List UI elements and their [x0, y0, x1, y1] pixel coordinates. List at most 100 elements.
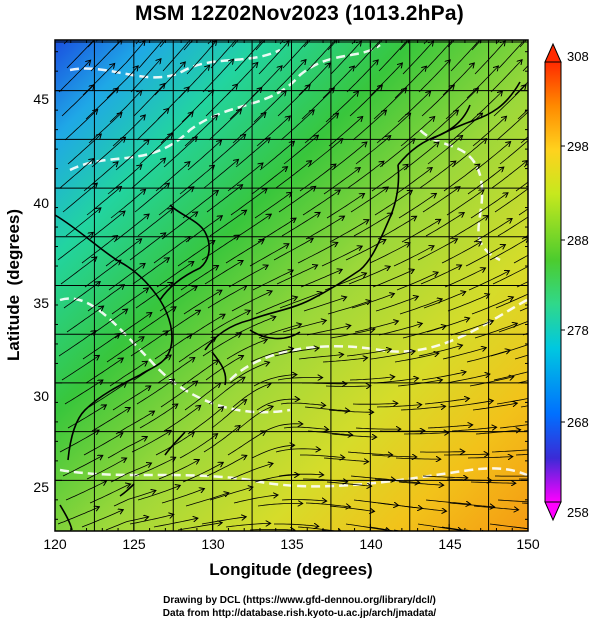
- streamline: [403, 142, 439, 171]
- streamline: [351, 40, 357, 45]
- streamline: [307, 430, 353, 435]
- streamline: [114, 313, 152, 339]
- streamline: [393, 246, 434, 267]
- streamline: [495, 293, 528, 309]
- streamline: [514, 354, 528, 360]
- streamline: [105, 517, 149, 531]
- streamline: [376, 405, 422, 407]
- streamline: [490, 344, 528, 357]
- streamline: [161, 212, 198, 240]
- streamline: [211, 400, 247, 429]
- streamline: [251, 445, 295, 459]
- streamline: [329, 220, 369, 243]
- streamline: [305, 502, 351, 507]
- streamline: [423, 292, 466, 309]
- streamline: [67, 405, 106, 429]
- streamline: [447, 40, 455, 48]
- streamline: [179, 434, 218, 459]
- streamline: [375, 40, 383, 48]
- streamline: [57, 232, 93, 261]
- streamline: [231, 40, 239, 48]
- streamline: [235, 406, 273, 432]
- streamline: [67, 134, 101, 165]
- streamline: [304, 406, 350, 411]
- streamline: [107, 165, 142, 195]
- streamline: [465, 245, 505, 267]
- streamline: [418, 60, 450, 93]
- streamline: [396, 272, 438, 291]
- streamline: [209, 210, 247, 237]
- streamline: [401, 505, 447, 511]
- streamline: [298, 354, 344, 360]
- streamline: [374, 478, 420, 483]
- streamline: [513, 526, 528, 530]
- axis-ticks: [54, 40, 529, 531]
- streamline: [394, 353, 439, 363]
- streamline: [494, 186, 528, 213]
- streamline: [115, 411, 155, 435]
- streamline: [256, 399, 300, 411]
- streamline: [163, 405, 201, 432]
- streamline: [466, 66, 498, 99]
- streamline: [279, 40, 285, 45]
- streamline: [448, 401, 493, 408]
- streamline: [278, 186, 316, 213]
- streamline: [182, 191, 218, 219]
- x-axis-label: Longitude (degrees): [209, 560, 372, 579]
- streamline: [401, 219, 441, 243]
- streamline: [179, 165, 214, 195]
- streamline: [395, 458, 441, 459]
- streamline: [160, 112, 193, 144]
- streamline: [370, 63, 402, 96]
- streamline: [326, 481, 372, 486]
- streamline: [468, 271, 509, 291]
- streamline: [255, 40, 266, 51]
- streamline: [517, 380, 528, 384]
- streamline: [160, 381, 198, 408]
- streamline: [254, 475, 299, 483]
- streamline: [302, 383, 347, 384]
- streamline: [249, 244, 289, 267]
- streamline: [156, 262, 194, 288]
- streamline: [154, 62, 185, 96]
- streamline: [352, 110, 387, 141]
- streamline: [86, 187, 122, 216]
- streamline: [349, 377, 395, 381]
- streamline: [66, 306, 104, 333]
- streamline: [187, 140, 222, 171]
- streamline: [231, 291, 272, 312]
- streamline: [154, 334, 192, 360]
- streamline: [514, 81, 528, 96]
- streamline: [181, 360, 219, 387]
- streamline: [281, 500, 327, 501]
- streamline: [209, 487, 253, 501]
- y-tick-label: 30: [33, 388, 49, 404]
- streamline: [328, 117, 363, 147]
- colorbar-scale: [544, 61, 562, 503]
- streamline: [282, 320, 326, 333]
- streamline: [259, 141, 294, 171]
- streamline: [59, 159, 94, 189]
- streamline: [516, 281, 528, 288]
- streamline: [448, 113, 483, 144]
- streamline: [374, 190, 412, 216]
- colorbar-label: 268: [567, 415, 589, 430]
- streamline: [258, 41, 289, 75]
- x-tick-label: 140: [359, 536, 383, 552]
- streamline: [369, 243, 410, 264]
- streamline: [324, 273, 367, 291]
- streamline: [155, 162, 190, 192]
- streamline: [442, 348, 486, 360]
- streamline: [378, 323, 422, 336]
- streamline: [208, 109, 242, 141]
- streamline: [136, 379, 174, 405]
- streamline: [83, 433, 123, 456]
- streamline: [490, 60, 522, 93]
- streamline: [301, 88, 334, 120]
- streamline: [473, 505, 519, 510]
- streamline: [203, 159, 239, 189]
- streamline: [489, 238, 528, 261]
- streamline: [474, 41, 505, 75]
- streamline: [228, 265, 268, 288]
- streamline: [201, 235, 239, 261]
